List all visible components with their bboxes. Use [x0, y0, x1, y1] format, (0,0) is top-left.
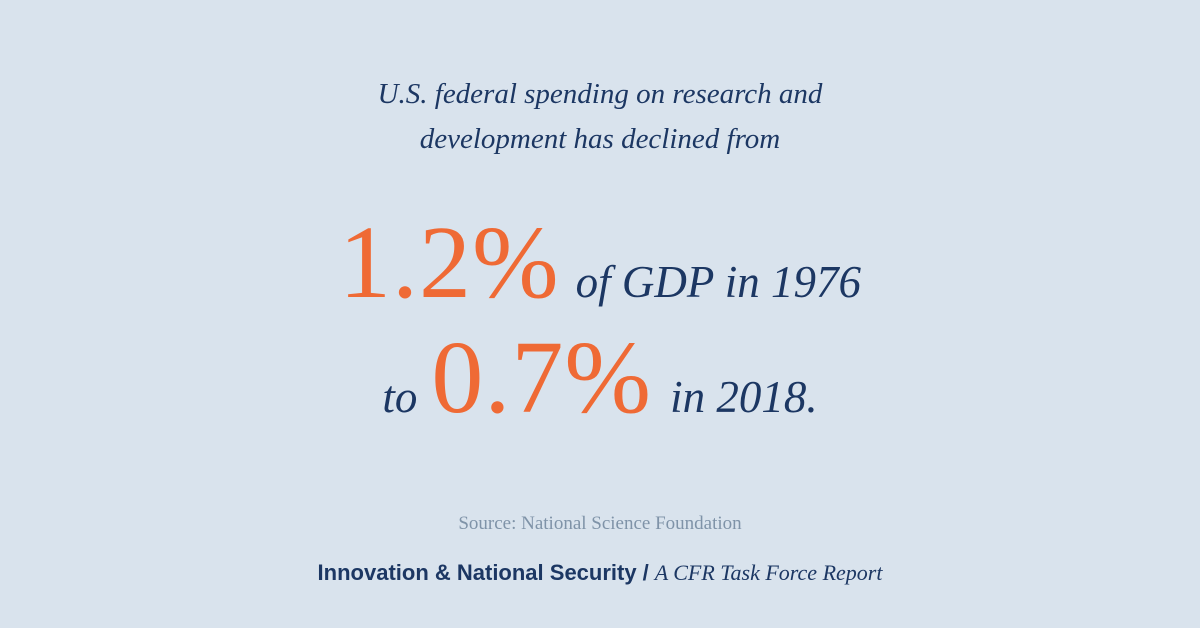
footer-report: A CFR Task Force Report: [654, 560, 883, 585]
footer-brand: Innovation & National Security: [317, 560, 637, 585]
stat-prefix-2018: to: [382, 372, 418, 422]
stat-value-1976: 1.2%: [338, 205, 560, 320]
stat-text-1976: of GDP in 1976: [575, 257, 862, 307]
stat-text-2018: in 2018.: [670, 372, 818, 422]
footer-separator: /: [642, 560, 649, 585]
intro-text: U.S. federal spending on research and de…: [0, 72, 1200, 162]
intro-line-2: development has declined from: [419, 123, 781, 155]
intro-line-1: U.S. federal spending on research and: [377, 78, 823, 110]
stat-line-1976: 1.2% of GDP in 1976: [0, 208, 1200, 337]
footer-credit: Innovation & National Security / A CFR Tas…: [0, 558, 1200, 588]
stat-value-2018: 0.7%: [431, 320, 653, 435]
stat-line-2018: to 0.7% in 2018.: [0, 323, 1200, 452]
source-note: Source: National Science Foundation: [458, 513, 742, 534]
